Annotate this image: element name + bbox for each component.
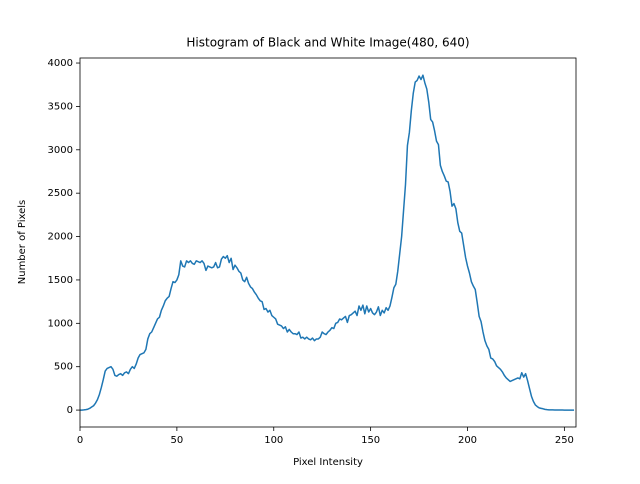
x-axis-label: Pixel Intensity (293, 457, 363, 468)
x-tick-label: 0 (77, 435, 83, 446)
plot-frame (79, 57, 577, 428)
x-tick-label: 100 (264, 435, 283, 446)
y-tick-label: 3000 (48, 145, 73, 156)
x-tick-label: 150 (361, 435, 380, 446)
y-tick-label: 0 (67, 405, 73, 416)
y-tick-label: 500 (54, 362, 73, 373)
y-tick-label: 2000 (48, 232, 73, 243)
y-axis-label: Number of Pixels (17, 200, 28, 285)
y-tick-label: 1000 (48, 318, 73, 329)
y-tick-label: 3500 (48, 101, 73, 112)
y-tick-label: 1500 (48, 275, 73, 286)
chart-title: Histogram of Black and White Image(480, … (186, 36, 469, 50)
x-tick-label: 200 (458, 435, 477, 446)
data-line (80, 74, 575, 411)
x-tick-label: 50 (171, 435, 184, 446)
y-tick-label: 4000 (48, 58, 73, 69)
x-tick-label: 250 (555, 435, 574, 446)
y-tick-label: 2500 (48, 188, 73, 199)
